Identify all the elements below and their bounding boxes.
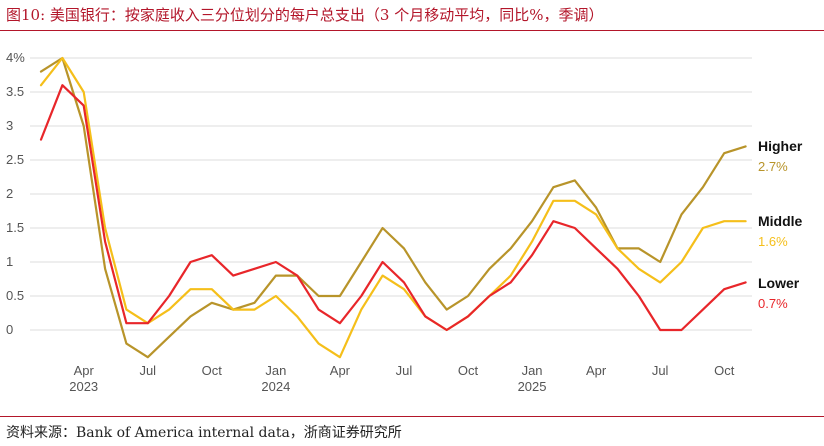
y-tick-label: 0: [6, 322, 13, 337]
series-end-value-lower: 0.7%: [758, 296, 788, 311]
x-tick-label: Oct: [202, 363, 223, 378]
series-lines: [39, 56, 747, 359]
x-tick-label: Apr: [330, 363, 351, 378]
footer-divider: [0, 416, 824, 417]
x-tick-year: 2023: [69, 379, 98, 394]
x-tick-label: Oct: [714, 363, 735, 378]
x-tick-label: Apr: [586, 363, 607, 378]
y-tick-label: 2.5: [6, 152, 24, 167]
grid-lines: [30, 57, 752, 331]
figure-title: 图10: 美国银行：按家庭收入三分位划分的每户总支出（3 个月移动平均，同比%，…: [6, 6, 604, 24]
y-tick-label: 3.5: [6, 84, 24, 99]
end-labels: Higher 2.7% Middle 1.6% Lower 0.7%: [758, 138, 803, 311]
x-tick-label: Apr: [74, 363, 95, 378]
x-tick-label: Jan: [265, 363, 286, 378]
y-tick-label: 4%: [6, 50, 25, 65]
y-axis-ticks: 4% 3.5 3 2.5 2 1.5 1 0.5 0: [6, 50, 25, 337]
x-tick-year: 2025: [518, 379, 547, 394]
x-tick-label: Jul: [139, 363, 156, 378]
series-name-higher: Higher: [758, 138, 803, 154]
source-note: 资料来源：Bank of America internal data，浙商证券研…: [6, 425, 402, 441]
series-line-higher: [39, 56, 747, 359]
title-divider: [0, 30, 824, 31]
series-name-lower: Lower: [758, 275, 800, 291]
x-tick-label: Jul: [396, 363, 413, 378]
series-name-middle: Middle: [758, 213, 803, 229]
y-tick-label: 1: [6, 254, 13, 269]
series-end-value-higher: 2.7%: [758, 159, 788, 174]
x-tick-label: Oct: [458, 363, 479, 378]
y-tick-label: 0.5: [6, 288, 24, 303]
x-tick-year: 2024: [261, 379, 290, 394]
y-tick-label: 3: [6, 118, 13, 133]
y-tick-label: 1.5: [6, 220, 24, 235]
x-tick-label: Jan: [522, 363, 543, 378]
series-line-lower: [39, 84, 747, 332]
x-tick-label: Jul: [652, 363, 669, 378]
y-tick-label: 2: [6, 186, 13, 201]
series-end-value-middle: 1.6%: [758, 234, 788, 249]
series-line-middle: [39, 56, 747, 359]
